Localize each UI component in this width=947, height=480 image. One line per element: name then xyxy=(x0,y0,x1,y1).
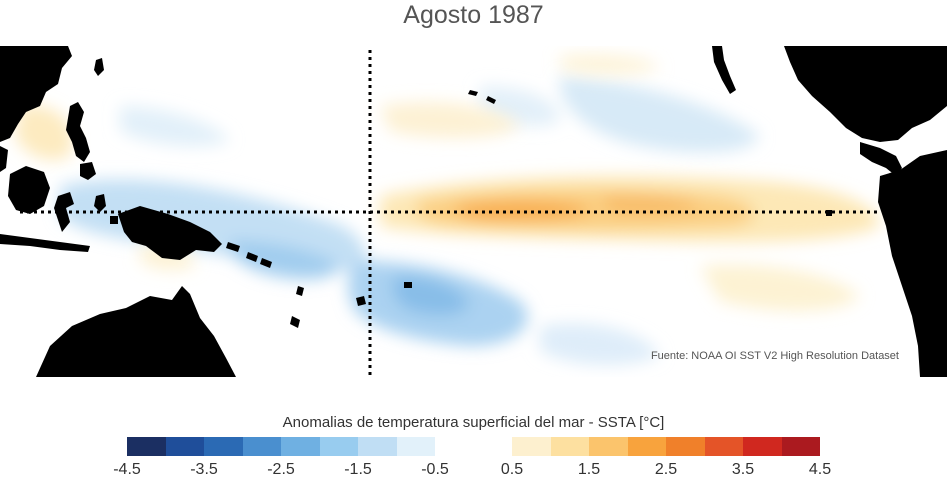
colorbar-swatch xyxy=(627,437,666,456)
colorbar-label: Anomalias de temperatura superficial del… xyxy=(282,414,665,431)
colorbar-tick-label: 4.5 xyxy=(808,461,832,478)
colorbar-swatch xyxy=(358,437,397,456)
land-new-caledonia xyxy=(290,316,300,328)
colorbar-swatch xyxy=(473,437,512,456)
colorbar-tick-label: -3.5 xyxy=(190,461,218,478)
land-philippines xyxy=(66,102,90,162)
colorbar-tick-label: 3.5 xyxy=(731,461,755,478)
land-caribbean xyxy=(898,86,938,110)
map-title: Agosto 1987 xyxy=(403,1,544,29)
land-hawaii xyxy=(468,90,496,104)
colorbar-swatch xyxy=(666,437,705,456)
colorbar-swatch xyxy=(781,437,820,456)
land-borneo xyxy=(8,166,50,214)
land-south-america xyxy=(878,150,947,377)
land-north-america xyxy=(784,46,947,142)
land-vanuatu xyxy=(296,286,304,296)
land-baja xyxy=(712,46,736,94)
land-malaysia xyxy=(0,146,8,172)
colorbar-swatch xyxy=(165,437,204,456)
sst-anomaly-map xyxy=(0,46,947,377)
land-solomons xyxy=(226,242,272,268)
land-asia xyxy=(0,46,72,142)
colorbar-tick-label: -1.5 xyxy=(344,461,372,478)
land-fiji xyxy=(356,282,412,306)
land-central-america xyxy=(860,142,902,176)
colorbar-tick-label: -0.5 xyxy=(421,461,449,478)
land-java xyxy=(0,234,90,252)
land-taiwan xyxy=(94,58,104,76)
land-moluccas xyxy=(94,194,118,224)
colorbar-tick-label: -2.5 xyxy=(267,461,295,478)
land-new-guinea xyxy=(118,206,222,260)
colorbar-swatch xyxy=(204,437,243,456)
colorbar-swatch xyxy=(435,437,474,456)
colorbar-swatch xyxy=(704,437,743,456)
land-masses xyxy=(0,46,947,377)
colorbar-tick-label: 1.5 xyxy=(577,461,601,478)
colorbar-swatch xyxy=(589,437,628,456)
land-australia xyxy=(36,286,236,377)
colorbar-swatch xyxy=(550,437,589,456)
colorbar-swatch xyxy=(127,437,166,456)
data-source-note: Fuente: NOAA OI SST V2 High Resolution D… xyxy=(650,350,899,362)
colorbar-swatch xyxy=(512,437,551,456)
warm-anomaly-field xyxy=(15,54,880,311)
colorbar-swatch xyxy=(242,437,281,456)
colorbar-ticks: -4.5 -3.5 -2.5 -1.5 -0.5 0.5 1.5 2.5 3.5 4.5 xyxy=(113,461,831,479)
colorbar-swatch xyxy=(396,437,435,456)
colorbar-swatch xyxy=(281,437,320,456)
colorbar-tick-label: -4.5 xyxy=(113,461,141,478)
colorbar-tick-label: 0.5 xyxy=(500,461,524,478)
land-mindanao xyxy=(80,162,96,180)
colorbar-swatch xyxy=(319,437,358,456)
colorbar-tick-label: 2.5 xyxy=(654,461,678,478)
colorbar xyxy=(127,437,820,456)
colorbar-swatch xyxy=(743,437,782,456)
